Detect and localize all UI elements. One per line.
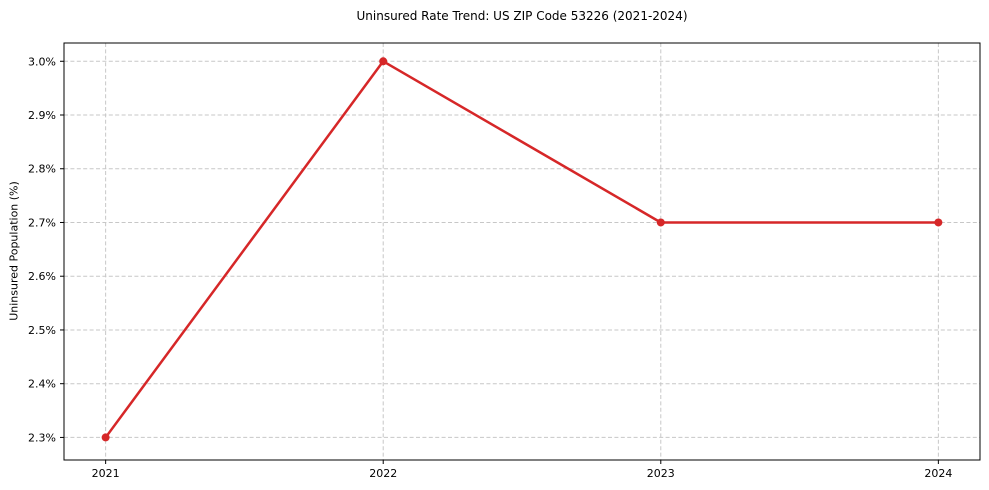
y-tick-label: 2.9% xyxy=(28,109,56,122)
chart-title: Uninsured Rate Trend: US ZIP Code 53226 … xyxy=(356,9,688,23)
plot-border xyxy=(63,42,981,461)
data-point xyxy=(656,218,665,227)
x-tick-label: 2024 xyxy=(924,467,952,480)
data-point xyxy=(379,57,388,66)
y-tick-label: 2.6% xyxy=(28,270,56,283)
x-tick-label: 2022 xyxy=(369,467,397,480)
trend-line xyxy=(104,60,940,439)
y-tick-label: 2.7% xyxy=(28,216,56,229)
y-tick-label: 3.0% xyxy=(28,55,56,68)
data-point xyxy=(101,433,110,442)
y-tick-label: 2.3% xyxy=(28,431,56,444)
x-tick-label: 2023 xyxy=(647,467,675,480)
x-tick-label: 2021 xyxy=(92,467,120,480)
y-tick-label: 2.4% xyxy=(28,378,56,391)
y-tick-label: 2.8% xyxy=(28,163,56,176)
y-tick-label: 2.5% xyxy=(28,324,56,337)
data-point xyxy=(934,218,943,227)
